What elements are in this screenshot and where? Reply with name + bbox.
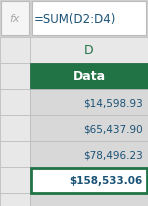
FancyBboxPatch shape: [30, 141, 148, 167]
Text: $65,437.90: $65,437.90: [83, 123, 143, 133]
FancyBboxPatch shape: [0, 90, 30, 115]
Text: $158,533.06: $158,533.06: [70, 175, 143, 185]
FancyBboxPatch shape: [30, 115, 148, 141]
FancyBboxPatch shape: [0, 141, 30, 167]
FancyBboxPatch shape: [30, 193, 148, 206]
FancyBboxPatch shape: [0, 167, 30, 193]
Text: $14,598.93: $14,598.93: [83, 97, 143, 108]
Text: fx: fx: [10, 14, 20, 24]
FancyBboxPatch shape: [30, 38, 148, 64]
FancyBboxPatch shape: [0, 193, 30, 206]
FancyBboxPatch shape: [0, 38, 30, 64]
FancyBboxPatch shape: [0, 64, 30, 90]
Text: Data: Data: [72, 70, 106, 83]
Text: =SUM(D2:D4): =SUM(D2:D4): [34, 12, 116, 25]
FancyBboxPatch shape: [30, 90, 148, 115]
FancyBboxPatch shape: [32, 2, 146, 36]
Text: D: D: [84, 44, 94, 57]
FancyBboxPatch shape: [30, 167, 148, 193]
FancyBboxPatch shape: [0, 115, 30, 141]
FancyBboxPatch shape: [0, 0, 148, 38]
FancyBboxPatch shape: [30, 64, 148, 90]
Text: $78,496.23: $78,496.23: [83, 149, 143, 159]
FancyBboxPatch shape: [1, 2, 29, 36]
